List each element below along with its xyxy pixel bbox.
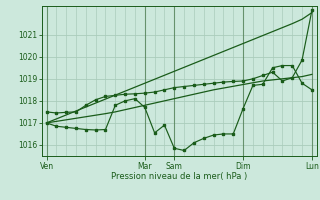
X-axis label: Pression niveau de la mer( hPa ): Pression niveau de la mer( hPa ) [111,172,247,181]
